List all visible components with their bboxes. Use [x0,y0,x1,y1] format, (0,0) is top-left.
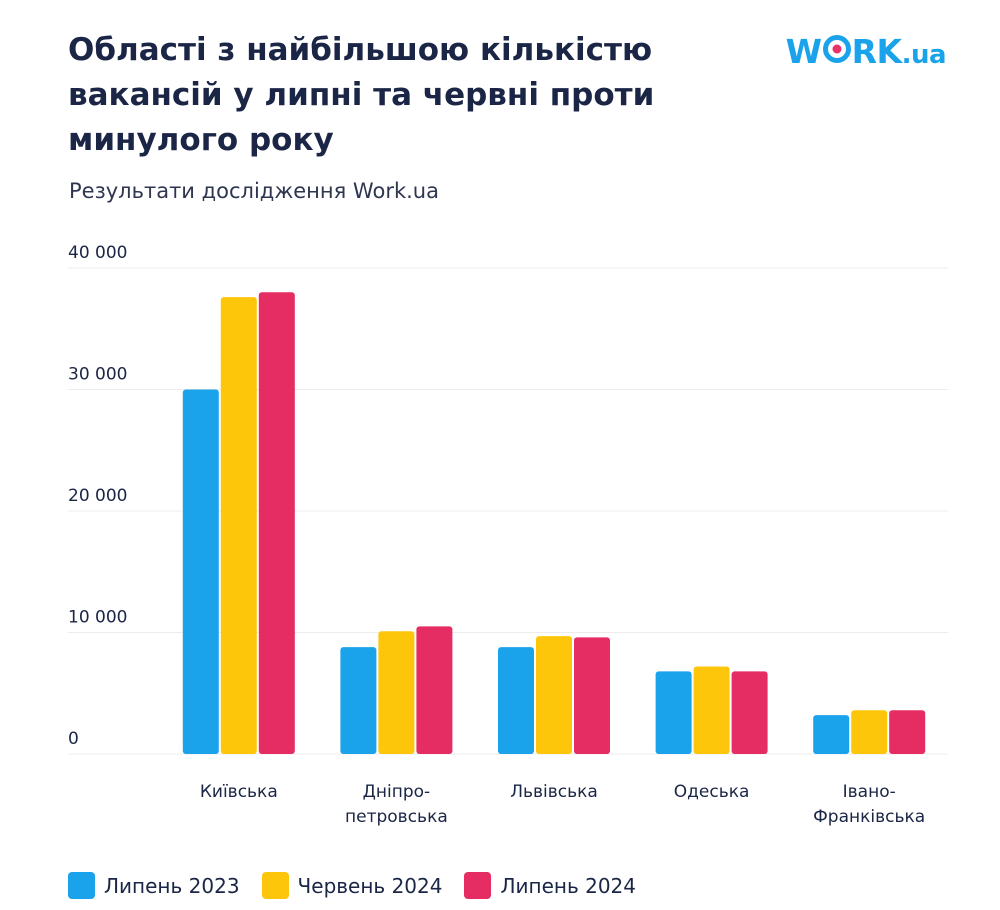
legend-item: Червень 2024 [261,872,443,899]
logo-target-icon [822,35,851,63]
bar [416,626,453,754]
y-tick-label: 30 000 [68,365,127,385]
y-axis-ticks: 0 10 000 20 000 30 000 40 000 [68,243,127,749]
bar [220,297,257,754]
y-tick-label: 20 000 [68,486,127,506]
bar [340,647,377,754]
x-tick-label: Івано- Франківська [813,782,925,827]
work-ua-logo: W RK .ua [785,32,947,71]
bar [182,389,219,754]
chart-subtitle: Результати дослідження Work.ua [69,179,439,203]
logo-letters-rk: RK [851,32,902,71]
x-tick-label-line: Одеська [674,782,750,802]
bar [813,715,850,754]
bar [889,710,926,754]
legend-label: Липень 2023 [104,873,240,898]
legend-item: Липень 2023 [68,872,240,899]
x-tick-label-line: Київська [200,782,278,802]
legend: Липень 2023 Червень 2024 Липень 2024 [68,872,658,899]
x-tick-label-line: Івано- [843,782,896,802]
x-tick-label: Одеська [674,782,750,802]
x-tick-label-line: Львівська [510,782,598,802]
bar [574,637,610,754]
legend-label: Червень 2024 [297,873,443,898]
bar [731,671,768,754]
legend-label: Липень 2024 [500,873,637,898]
bars [182,292,926,754]
bar [851,710,888,754]
chart-title: Області з найбільшою кількістю вакансій … [68,32,655,158]
bar [536,636,572,754]
x-axis-ticks: Київська Дніпро-петровська Львівська Одеськ… [200,782,925,827]
x-tick-label: Дніпро-петровська [345,782,448,827]
y-tick-label: 0 [68,729,79,749]
x-tick-label: Львівська [510,782,598,802]
bar [655,671,692,754]
y-tick-label: 40 000 [68,243,127,263]
bar [498,647,534,754]
bar [693,666,730,754]
legend-swatch [68,872,95,899]
x-tick-label-line: Дніпро- [363,782,431,802]
bar [378,631,415,754]
x-tick-label: Київська [200,782,278,802]
logo-tld: .ua [901,40,947,70]
bar-chart: 0 10 000 20 000 30 000 40 000 Київська Дніпро… [68,243,948,827]
legend-swatch [464,872,492,899]
y-tick-label: 10 000 [68,608,127,628]
legend-item: Липень 2024 [464,872,636,899]
legend-swatch [261,872,289,899]
x-tick-label-line: петровська [345,807,448,827]
logo-letter-w: W [785,32,822,71]
x-tick-label-line: Франківська [813,807,925,827]
bar [258,292,295,754]
